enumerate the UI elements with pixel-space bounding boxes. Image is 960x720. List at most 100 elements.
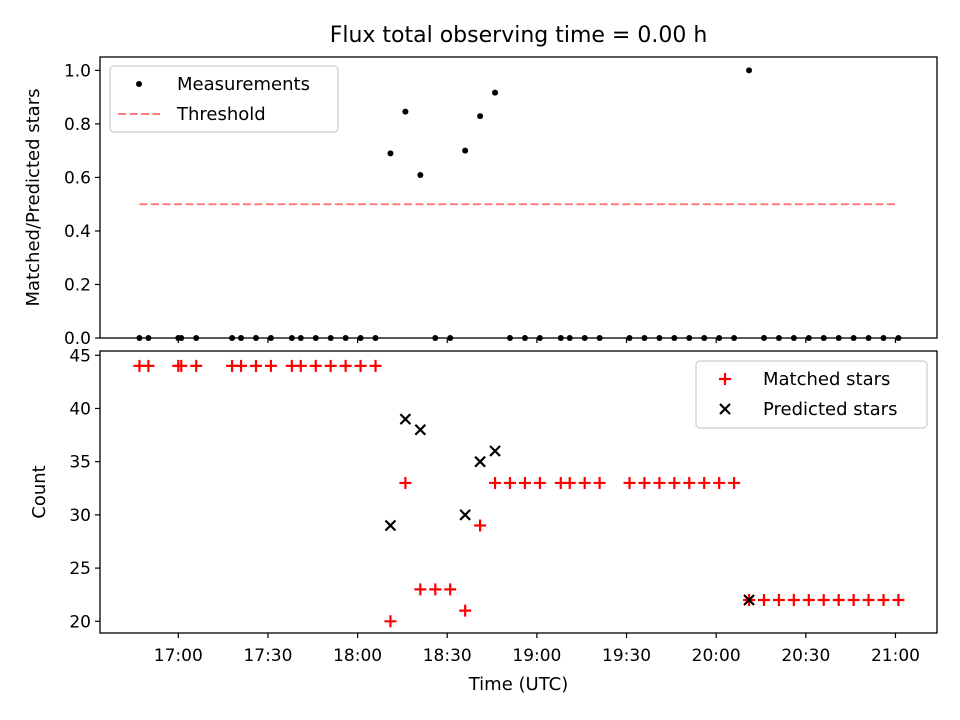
ratio-y-tick-label-2: 0.4 [64,222,91,242]
matched-stars-point-3 [175,359,188,372]
predicted-stars-point-6 [743,594,755,606]
matched-stars-point-13 [339,359,352,372]
measurements-point-20 [447,335,454,341]
measurements-point-24 [506,335,513,341]
matched-stars-point-14 [354,359,367,372]
measurements-point-49 [895,335,902,341]
matched-stars-point-23 [489,476,502,489]
measurements-point-44 [820,335,827,341]
matched-stars-point-11 [309,359,322,372]
matched-stars-point-24 [503,476,516,489]
matched-stars-point-20 [444,583,457,596]
measurements-point-33 [656,335,663,341]
panel-count-ylabel: Count [29,465,50,518]
matched-stars-point-48 [877,594,890,607]
panel-ratio-y-ticks: 0.0 0.2 0.4 0.6 0.8 1.0 [64,61,100,349]
measurements-point-23 [492,89,499,96]
legend-measurements-marker [136,81,142,87]
measurements-point-9 [288,335,295,341]
matched-stars-point-47 [862,594,875,607]
matched-stars-point-46 [847,594,860,607]
matched-stars-point-33 [653,476,666,489]
matched-stars-point-12 [324,359,337,372]
measurements-point-34 [671,335,678,341]
count-y-tick-label-2: 30 [69,506,91,526]
measurements-point-31 [626,335,633,341]
x-axis-label: Time (UTC) [468,674,569,695]
measurements-point-37 [716,335,723,341]
legend-matched-label: Matched stars [763,369,890,390]
matched-stars-point-45 [832,594,845,607]
x-tick-label-8: 21:00 [871,646,920,666]
measurements-point-7 [252,335,259,341]
matched-stars-point-30 [593,476,606,489]
legend-bottom: Matched stars Predicted stars [695,360,928,429]
measurements-point-27 [557,335,564,341]
matched-stars-point-7 [249,359,262,372]
measurements-point-41 [775,335,782,341]
measurements-point-30 [596,335,603,341]
measurements-point-28 [566,335,573,341]
measurements-point-38 [731,335,738,341]
matched-stars-point-36 [698,476,711,489]
matched-stars-point-40 [757,594,770,607]
measurements-point-45 [835,335,842,341]
matched-stars-point-17 [399,476,412,489]
matched-stars-point-21 [459,604,472,617]
matched-stars-point-25 [518,476,531,489]
measurements-point-5 [229,335,236,341]
ratio-y-tick-label-1: 0.2 [64,275,91,295]
measurements-point-18 [417,172,424,179]
x-tick-label-4: 19:00 [512,646,561,666]
measurements-point-21 [462,147,469,154]
x-tick-label-5: 19:30 [602,646,651,666]
panel-ratio-frame [99,56,938,339]
measurements-point-14 [357,335,364,341]
legend-measurements-label: Measurements [177,74,310,95]
x-tick-label-1: 17:30 [243,646,292,666]
matched-stars-point-43 [802,594,815,607]
predicted-stars-point-1 [399,413,412,425]
measurements-point-25 [521,335,528,341]
panel-count-series [133,359,905,628]
matched-stars-point-32 [638,476,651,489]
legend-bottom-frame [695,360,928,429]
measurements-point-12 [327,335,334,341]
predicted-stars-point-5 [489,445,501,457]
matched-stars-point-37 [713,476,726,489]
measurements-point-26 [536,335,543,341]
panel-ratio-series [136,67,902,341]
matched-stars-point-8 [264,359,277,372]
measurements-point-39 [746,67,753,74]
predicted-stars-point-2 [414,423,427,436]
legend-predicted-label: Predicted stars [763,399,897,420]
x-tick-label-3: 18:30 [423,646,472,666]
measurements-point-1 [145,335,152,341]
legend-top-frame [109,65,339,133]
matched-stars-point-49 [892,594,905,607]
x-tick-label-6: 20:00 [692,646,741,666]
matched-stars-point-29 [578,476,591,489]
matched-stars-point-15 [369,359,382,372]
x-tick-label-0: 17:00 [154,646,203,666]
measurements-point-15 [372,335,379,341]
measurements-point-48 [880,335,887,341]
chart-title: Flux total observing time = 0.00 h [330,23,708,48]
measurements-point-35 [686,335,693,341]
count-y-tick-label-0: 20 [69,612,91,632]
measurements-point-19 [432,335,439,341]
matched-stars-point-10 [294,359,307,372]
panel-count: 20 25 30 35 40 45 17:00 17:30 18:00 18:30 19:00 19… [29,346,938,695]
panel-ratio: 0.0 0.2 0.4 0.6 0.8 1.0 Matched/Predicted sta… [23,56,938,349]
matched-stars-point-19 [429,583,442,596]
matched-stars-point-1 [142,359,155,372]
count-y-tick-label-5: 45 [69,346,91,366]
count-y-tick-label-1: 25 [69,559,91,579]
panel-ratio-ylabel: Matched/Predicted stars [23,89,44,307]
predicted-stars-point-0 [384,519,397,532]
matched-stars-point-16 [384,615,397,628]
measurements-point-36 [701,335,708,341]
matched-stars-point-41 [772,594,785,607]
panel-count-x-ticks: 17:00 17:30 18:00 18:30 19:00 19:30 20:00 20:30… [154,633,920,666]
